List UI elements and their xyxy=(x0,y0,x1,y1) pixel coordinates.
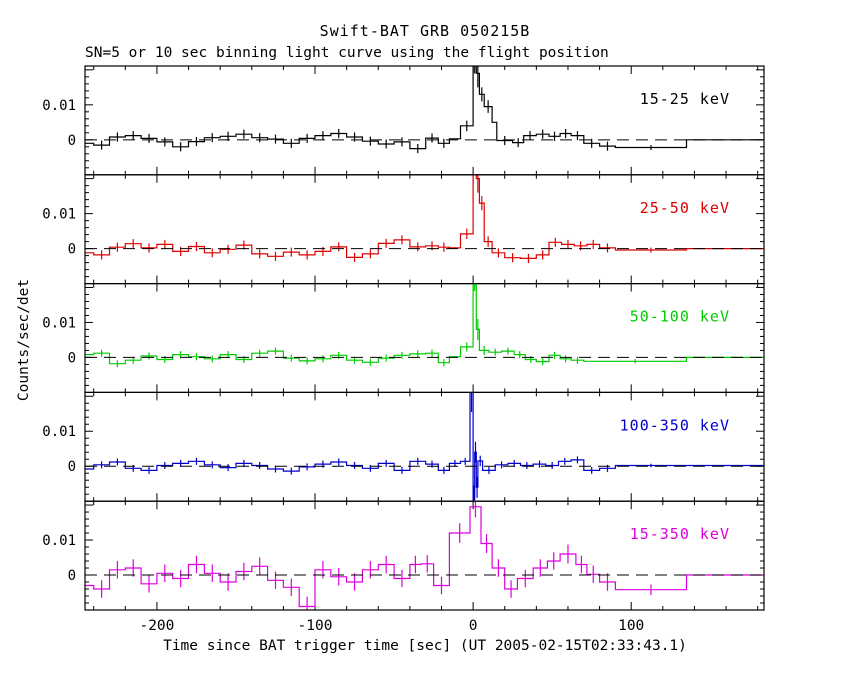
y-tick-label: 0 xyxy=(68,350,76,366)
panel-frame xyxy=(84,174,765,285)
panel-25-50-keV: 0 0.01 25-50 keV xyxy=(42,174,765,285)
y-tick-label: 0 xyxy=(68,133,76,149)
band-label: 15-25 keV xyxy=(640,90,730,108)
x-tick-label: 100 xyxy=(618,618,644,634)
x-tick-label: 0 xyxy=(469,618,478,634)
y-tick-label: 0 xyxy=(68,568,76,584)
light-curve xyxy=(85,392,764,502)
panel-15-25-keV: 0 0.01 15-25 keV xyxy=(42,65,765,176)
light-curve-path xyxy=(85,392,764,501)
panel-15-350-keV: 0 0.01 15-350 keV xyxy=(42,500,765,611)
band-label: 25-50 keV xyxy=(640,199,730,217)
y-tick-label: 0.01 xyxy=(42,98,76,114)
y-tick-label: 0 xyxy=(68,459,76,475)
panel-100-350-keV: 0 0.01 100-350 keV xyxy=(42,391,765,502)
plot-title: Swift-BAT GRB 050215B xyxy=(319,22,531,40)
tick-marks xyxy=(85,501,764,610)
band-label: 15-350 keV xyxy=(630,525,730,543)
tick-marks xyxy=(85,66,764,175)
x-tick-label: -200 xyxy=(139,618,174,634)
band-label: 50-100 keV xyxy=(630,308,730,326)
light-curve xyxy=(85,66,764,154)
light-curve-path xyxy=(85,506,764,608)
panel-frame xyxy=(84,500,765,611)
y-tick-label: 0.01 xyxy=(42,315,76,331)
panel-frame xyxy=(84,391,765,502)
panel-frame xyxy=(84,65,765,176)
panel-frame xyxy=(84,283,765,394)
light-curve-path xyxy=(85,66,764,150)
y-tick-label: 0.01 xyxy=(42,533,76,549)
y-tick-label: 0.01 xyxy=(42,424,76,440)
y-tick-label: 0 xyxy=(68,242,76,258)
light-curve xyxy=(85,501,764,611)
plot-subtitle: SN=5 or 10 sec binning light curve using… xyxy=(85,45,609,61)
light-curve xyxy=(85,283,764,368)
tick-marks xyxy=(85,174,764,284)
y-axis-label: Counts/sec/det xyxy=(16,278,32,402)
panel-50-100-keV: 0 0.01 50-100 keV xyxy=(42,283,765,394)
x-tick-label: -100 xyxy=(298,618,333,634)
band-label: 100-350 keV xyxy=(620,416,730,434)
tick-marks xyxy=(85,392,764,502)
tick-marks xyxy=(85,283,764,393)
x-axis-label: Time since BAT trigger time [sec] (UT 20… xyxy=(163,638,687,654)
y-tick-label: 0.01 xyxy=(42,207,76,223)
